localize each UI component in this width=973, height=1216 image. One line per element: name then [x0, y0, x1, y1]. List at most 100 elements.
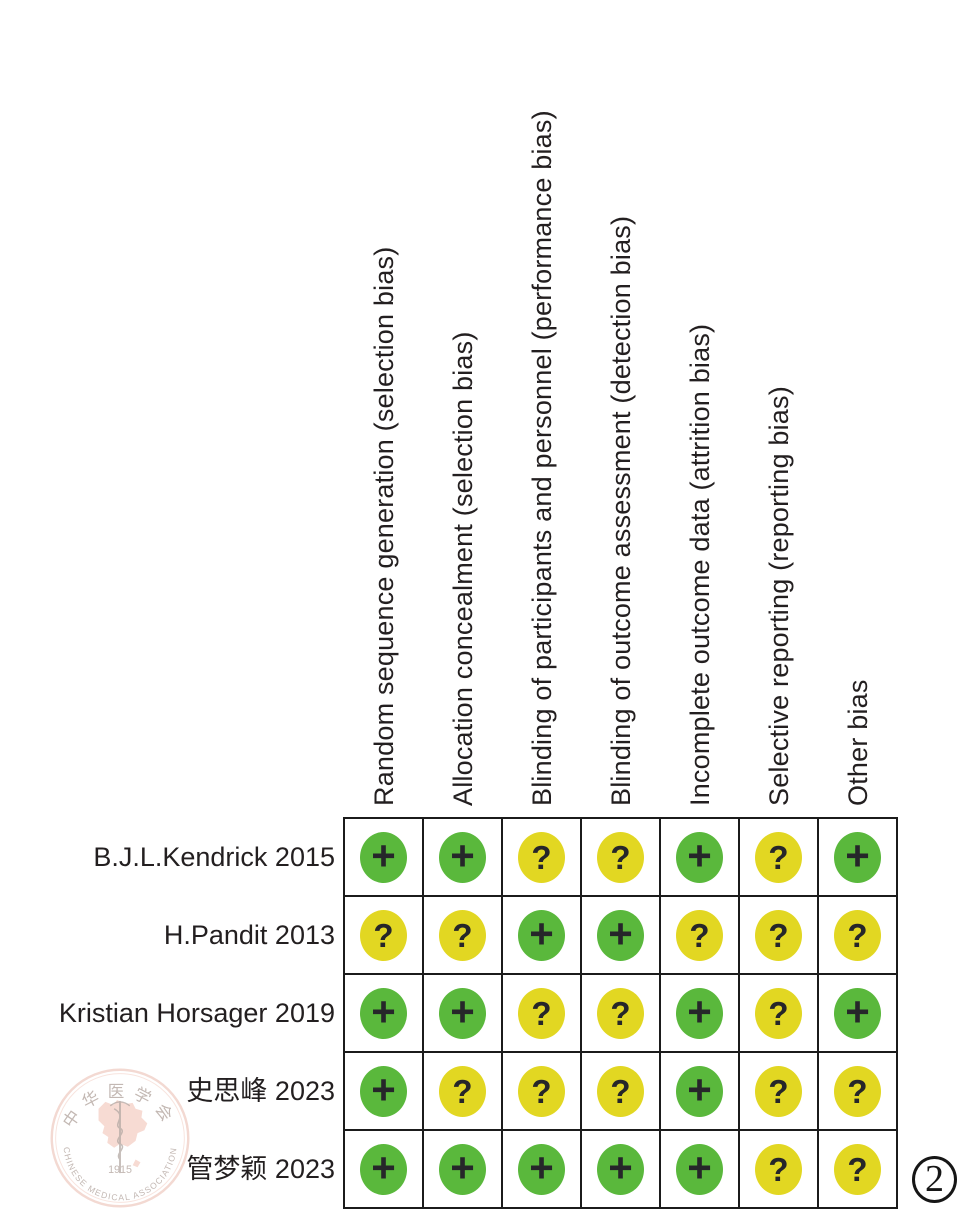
rob-cell-r1-c5: + — [661, 819, 738, 895]
rob-cell-r2-c7: ? — [819, 897, 896, 973]
rob-cell-r5-c5: + — [661, 1131, 738, 1207]
unclear-risk-circle: ? — [597, 831, 644, 883]
rob-cell-r3-c7: + — [819, 975, 896, 1051]
judgement-symbol: ? — [610, 994, 631, 1032]
rob-cell-r2-c3: + — [503, 897, 580, 973]
rob-cell-r4-c7: ? — [819, 1053, 896, 1129]
column-header-1: Random sequence generation (selection bi… — [368, 246, 399, 806]
low-risk-circle: + — [518, 1143, 565, 1195]
judgement-symbol: ? — [373, 916, 394, 954]
low-risk-circle: + — [676, 831, 723, 883]
low-risk-circle: + — [439, 987, 486, 1039]
unclear-risk-circle: ? — [755, 831, 802, 883]
unclear-risk-circle: ? — [518, 831, 565, 883]
judgement-symbol: + — [450, 987, 475, 1035]
judgement-symbol: ? — [610, 1072, 631, 1110]
column-header-6: Selective reporting (reporting bias) — [763, 386, 794, 806]
judgement-symbol: + — [687, 1065, 712, 1113]
judgement-symbol: ? — [452, 916, 473, 954]
watermark-year: 1915 — [108, 1164, 132, 1176]
rob-cell-r4-c5: + — [661, 1053, 738, 1129]
unclear-risk-circle: ? — [755, 1065, 802, 1117]
judgement-symbol: ? — [689, 916, 710, 954]
rob-cell-r3-c5: + — [661, 975, 738, 1051]
figure-number: 2 — [925, 1157, 944, 1200]
rob-cell-r4-c4: ? — [582, 1053, 659, 1129]
rob-cell-r1-c1: + — [345, 819, 422, 895]
low-risk-circle: + — [834, 831, 881, 883]
low-risk-circle: + — [834, 987, 881, 1039]
unclear-risk-circle: ? — [597, 1065, 644, 1117]
low-risk-circle: + — [360, 1143, 407, 1195]
judgement-symbol: + — [687, 987, 712, 1035]
watermark-inner-circle — [55, 1073, 185, 1203]
unclear-risk-circle: ? — [834, 1143, 881, 1195]
low-risk-circle: + — [360, 831, 407, 883]
study-label-3: Kristian Horsager 2019 — [58, 998, 335, 1028]
rob-cell-r2-c2: ? — [424, 897, 501, 973]
low-risk-circle: + — [360, 1065, 407, 1117]
judgement-symbol: ? — [768, 916, 789, 954]
judgement-symbol: ? — [768, 994, 789, 1032]
rob-cell-r3-c3: ? — [503, 975, 580, 1051]
judgement-symbol: ? — [531, 994, 552, 1032]
rob-cell-r1-c3: ? — [503, 819, 580, 895]
low-risk-circle: + — [518, 909, 565, 961]
chinese-medical-association-watermark: 中华医学会 1915 CHINESE MEDICAL ASSOCIATION — [50, 1068, 190, 1208]
rob-cell-r5-c2: + — [424, 1131, 501, 1207]
low-risk-circle: + — [439, 1143, 486, 1195]
island-shape — [132, 1159, 141, 1168]
rob-cell-r2-c4: + — [582, 897, 659, 973]
china-map-shape — [98, 1099, 148, 1148]
judgement-symbol: ? — [610, 838, 631, 876]
unclear-risk-circle: ? — [834, 1065, 881, 1117]
unclear-risk-circle: ? — [360, 909, 407, 961]
judgement-symbol: + — [845, 831, 870, 879]
unclear-risk-circle: ? — [676, 909, 723, 961]
study-label-2: H.Pandit 2013 — [163, 920, 335, 950]
judgement-symbol: ? — [768, 1150, 789, 1188]
judgement-symbol: ? — [768, 838, 789, 876]
rob-cell-r2-c1: ? — [345, 897, 422, 973]
column-header-4: Blinding of outcome assessment (detectio… — [605, 215, 636, 806]
risk-of-bias-grid: + +?? +? +?? + +??? + +?? +? + +??? +?? + + + + +?? — [343, 817, 898, 1209]
judgement-symbol: ? — [847, 1072, 868, 1110]
rob-cell-r5-c4: + — [582, 1131, 659, 1207]
judgement-symbol: + — [450, 1143, 475, 1191]
judgement-symbol: + — [608, 1143, 633, 1191]
rob-cell-r5-c3: + — [503, 1131, 580, 1207]
low-risk-circle: + — [676, 1065, 723, 1117]
rob-cell-r2-c5: ? — [661, 897, 738, 973]
figure-number-badge: 2 — [912, 1156, 957, 1203]
judgement-symbol: + — [529, 1143, 554, 1191]
watermark-border-circle — [50, 1068, 190, 1208]
rob-cell-r2-c6: ? — [740, 897, 817, 973]
judgement-symbol: + — [687, 1143, 712, 1191]
rob-cell-r3-c2: + — [424, 975, 501, 1051]
judgement-symbol: + — [529, 909, 554, 957]
unclear-risk-circle: ? — [439, 909, 486, 961]
judgement-symbol: ? — [531, 838, 552, 876]
unclear-risk-circle: ? — [518, 1065, 565, 1117]
judgement-symbol: ? — [768, 1072, 789, 1110]
rob-cell-r1-c2: + — [424, 819, 501, 895]
column-header-2: Allocation concealment (selection bias) — [447, 331, 478, 806]
low-risk-circle: + — [597, 1143, 644, 1195]
judgement-symbol: + — [371, 987, 396, 1035]
study-label-5: 管梦颖 2023 — [186, 1154, 335, 1184]
column-header-7: Other bias — [842, 679, 873, 806]
column-header-5: Incomplete outcome data (attrition bias) — [684, 323, 715, 806]
rob-cell-r4-c6: ? — [740, 1053, 817, 1129]
judgement-symbol: + — [608, 909, 633, 957]
low-risk-circle: + — [597, 909, 644, 961]
rob-cell-r3-c6: ? — [740, 975, 817, 1051]
rob-cell-r4-c3: ? — [503, 1053, 580, 1129]
unclear-risk-circle: ? — [597, 987, 644, 1039]
judgement-symbol: ? — [847, 916, 868, 954]
low-risk-circle: + — [360, 987, 407, 1039]
aesculapius-staff-icon — [109, 1100, 131, 1174]
unclear-risk-circle: ? — [755, 909, 802, 961]
judgement-symbol: + — [450, 831, 475, 879]
low-risk-circle: + — [676, 1143, 723, 1195]
